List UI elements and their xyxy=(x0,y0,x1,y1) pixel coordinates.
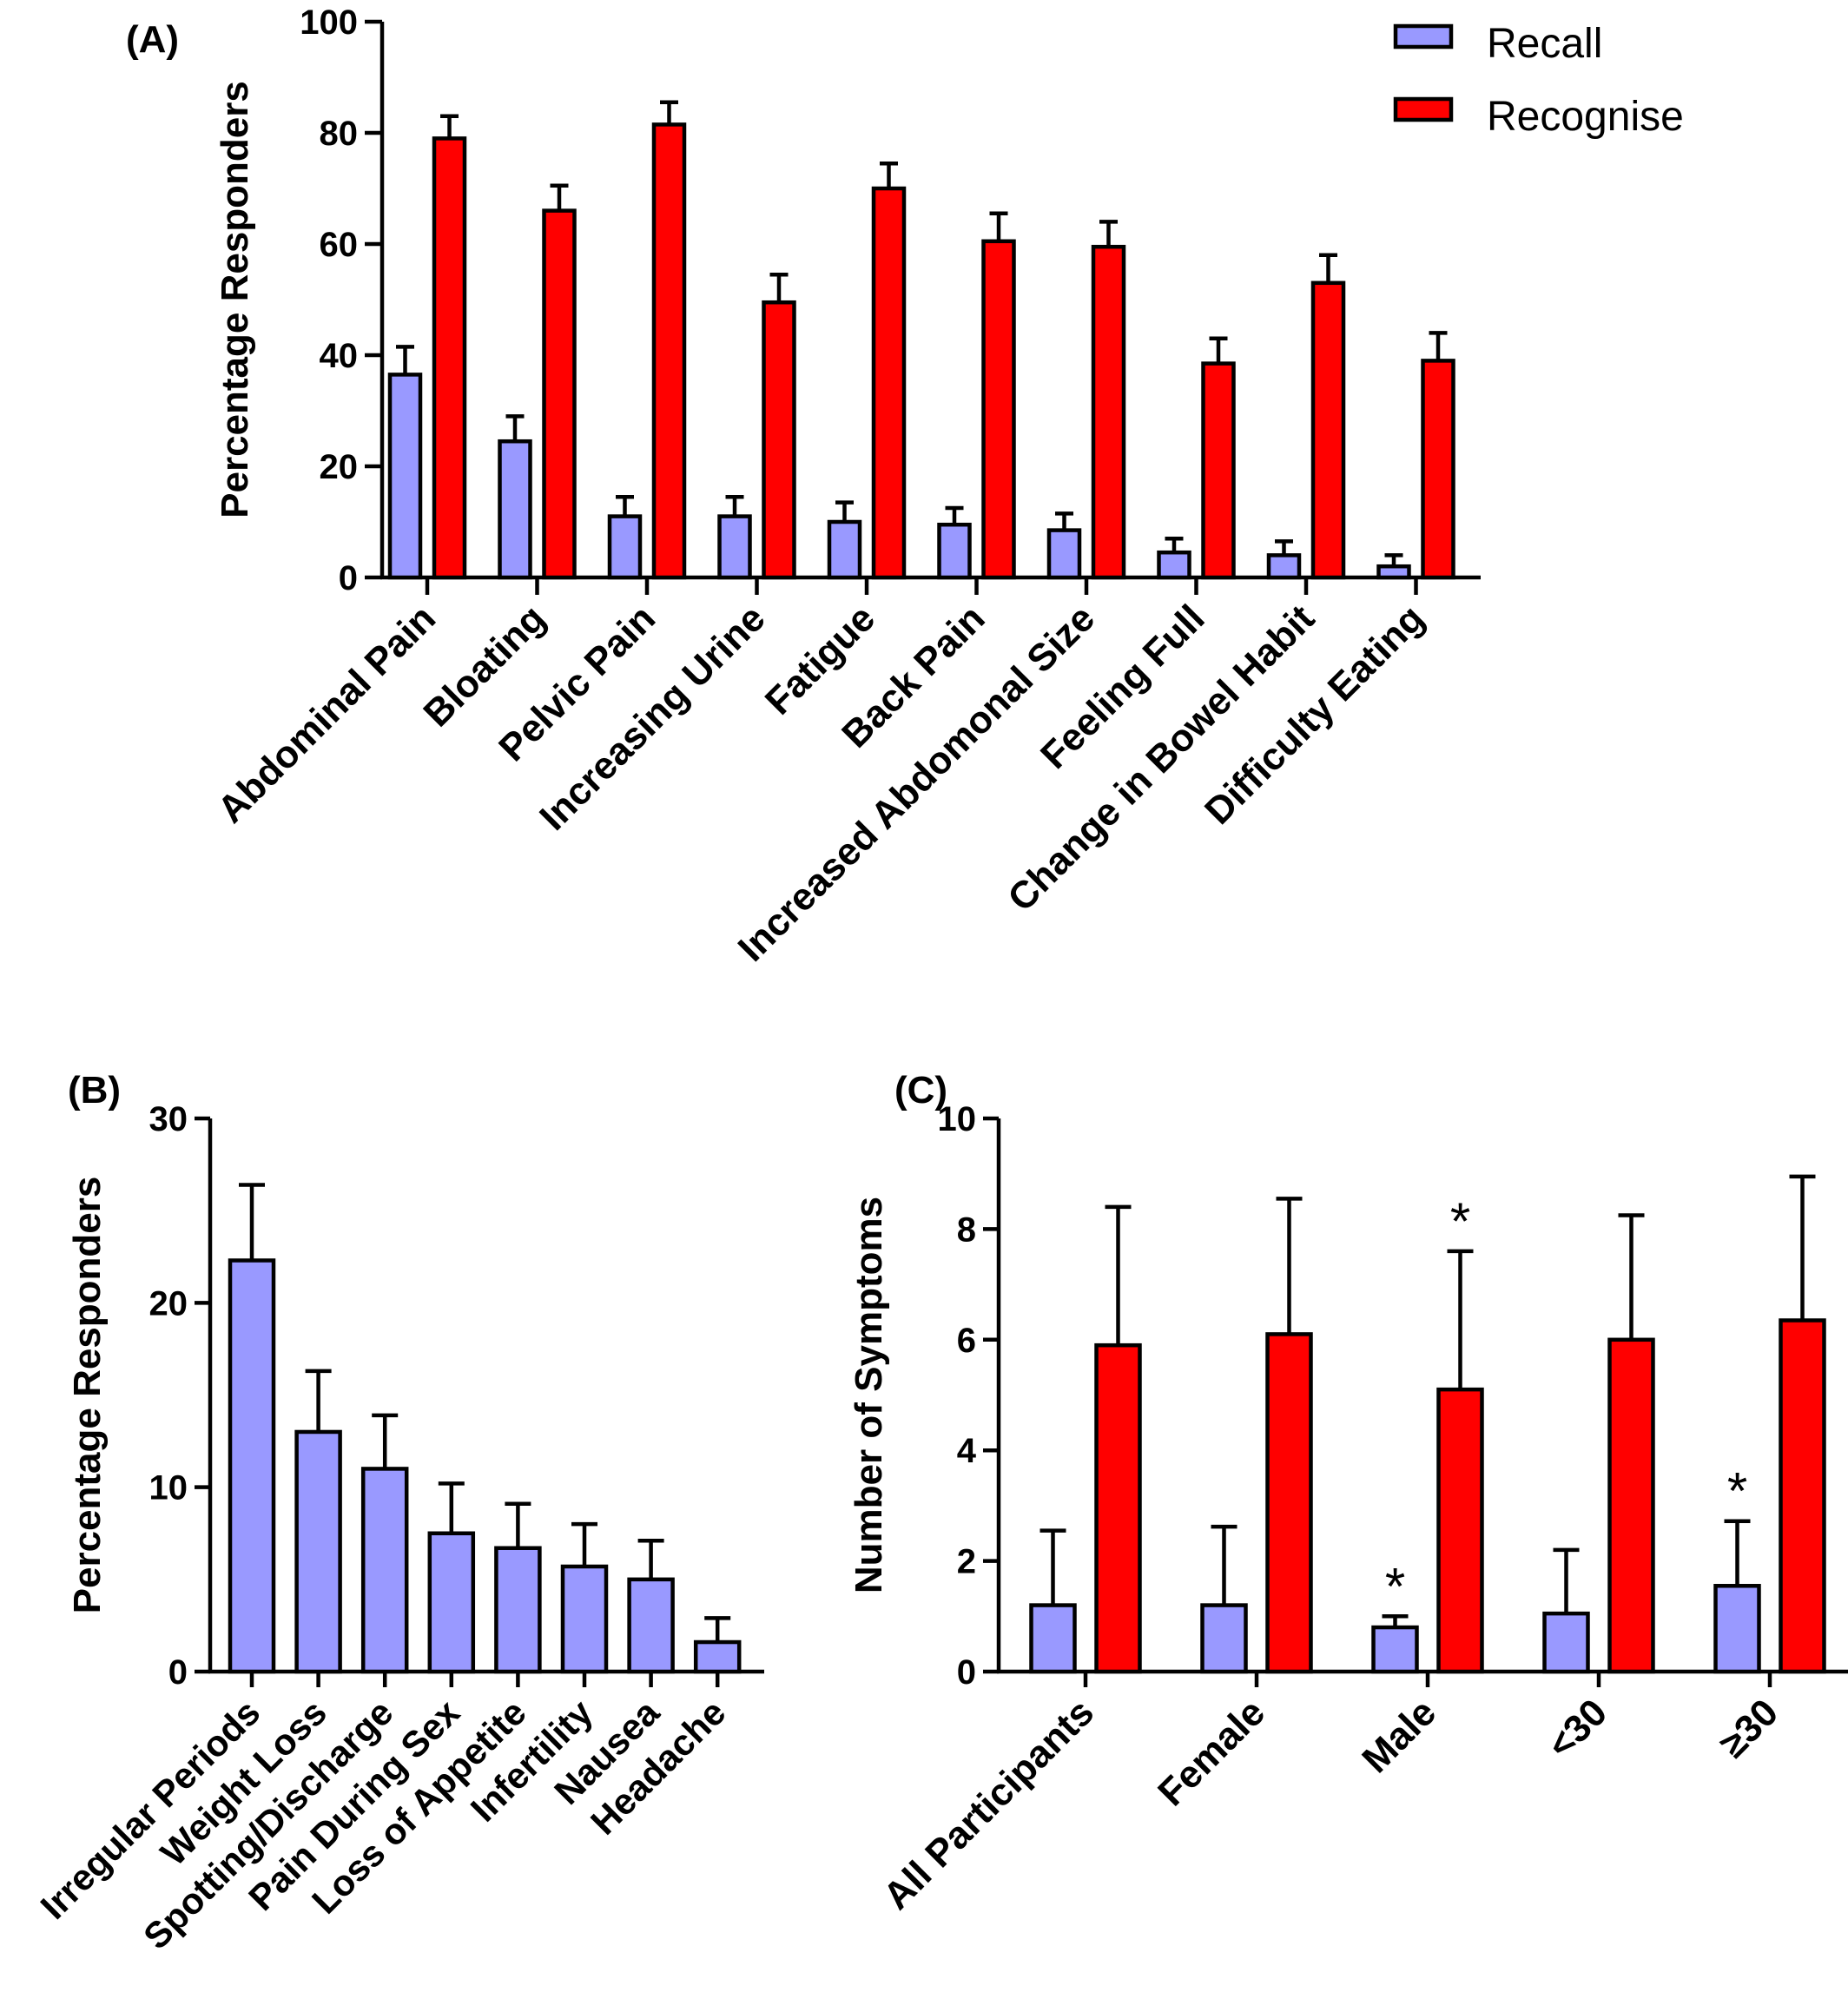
bar-recall-irregular-periods xyxy=(228,1258,276,1674)
bar-recognise-increasing-urine xyxy=(762,300,796,580)
panel-a-chart: (A) 0 20 40 60 80 100 Percentage Responders Abdo… xyxy=(126,3,1481,970)
bar-recall-abdominal-pain xyxy=(387,373,423,580)
bar-recognise-feeling-full xyxy=(1201,361,1236,580)
bar-recognise-increased-abdomonal-size xyxy=(1091,244,1126,580)
y-tick-label: 10 xyxy=(938,1100,977,1138)
bar-recall-30 xyxy=(1713,1584,1761,1674)
bar-recognise-abdominal-pain xyxy=(432,136,467,580)
x-category-label: Male xyxy=(1354,1691,1444,1781)
bar-recall-weight-loss xyxy=(294,1429,342,1674)
panel-label: (B) xyxy=(68,1069,121,1112)
x-category-label: Abdominal Pain xyxy=(209,597,444,831)
bar-recognise-male xyxy=(1436,1387,1484,1674)
bar-recall-back-pain xyxy=(937,522,972,580)
y-tick-label: 6 xyxy=(957,1322,976,1360)
bar-recognise-bloating xyxy=(542,208,577,580)
bar-recall-loss-of-appetite xyxy=(494,1546,542,1674)
significance-marker: * xyxy=(1385,1557,1405,1615)
y-tick-label: 30 xyxy=(149,1100,188,1138)
bar-recall-change-in-bowel-habit xyxy=(1266,553,1302,580)
bar-recall-feeling-full xyxy=(1157,550,1191,580)
legend-label-recall: Recall xyxy=(1487,21,1602,67)
panel-label: (A) xyxy=(126,18,179,61)
legend: Recall Recognise xyxy=(1393,21,1684,140)
x-category-label: ≥30 xyxy=(1712,1691,1786,1765)
panel-c-chart: (C) 0 2 4 6 8 10 Number of Symptoms All Particip… xyxy=(848,1069,1848,1918)
bar-recall-all-participants xyxy=(1029,1603,1077,1674)
bar-recall-male xyxy=(1371,1625,1419,1674)
y-axis-label: Percentage Responders xyxy=(66,1177,109,1614)
bar-recognise-difficulty-eating xyxy=(1421,359,1455,580)
bar-recall-pain-during-sex xyxy=(427,1531,476,1674)
bar-recognise-all-participants xyxy=(1094,1342,1142,1674)
y-tick-label: 2 xyxy=(957,1543,976,1581)
bar-recall-bloating xyxy=(498,439,532,580)
x-category-label: All Participants xyxy=(875,1691,1102,1917)
y-tick-label: 20 xyxy=(149,1284,188,1323)
bar-recognise-female xyxy=(1265,1332,1313,1674)
y-axis-label: Percentage Responders xyxy=(214,81,256,518)
x-category-label: Female xyxy=(1150,1691,1273,1814)
bar-recognise-pelvic-pain xyxy=(651,122,687,580)
legend-label-recognise: Recognise xyxy=(1487,94,1684,140)
bar-recall-nausea xyxy=(627,1577,675,1674)
bar-recall-female xyxy=(1200,1603,1248,1674)
y-tick-label: 10 xyxy=(149,1469,188,1507)
bar-recognise-30 xyxy=(1607,1337,1655,1674)
significance-marker: * xyxy=(1727,1462,1747,1521)
bar-recall-difficulty-eating xyxy=(1376,564,1411,580)
bar-recall-30 xyxy=(1542,1611,1590,1674)
bar-recall-fatigue xyxy=(827,519,862,580)
legend-swatch-recognise xyxy=(1393,96,1454,122)
y-tick-label: 0 xyxy=(957,1653,976,1692)
bar-recall-increasing-urine xyxy=(717,514,752,580)
y-tick-label: 4 xyxy=(957,1432,977,1470)
bar-recall-infertility xyxy=(560,1564,609,1674)
x-category-label: <30 xyxy=(1540,1691,1615,1766)
y-tick-label: 60 xyxy=(320,226,359,264)
y-tick-label: 8 xyxy=(957,1210,976,1249)
y-tick-label: 80 xyxy=(320,115,359,153)
y-tick-label: 100 xyxy=(300,3,358,42)
bar-recall-spotting-discharge xyxy=(360,1467,409,1674)
significance-marker: * xyxy=(1450,1192,1470,1250)
bar-recognise-30 xyxy=(1779,1318,1826,1674)
y-axis-label: Number of Symptoms xyxy=(848,1197,890,1593)
y-tick-label: 0 xyxy=(168,1653,188,1692)
y-tick-label: 0 xyxy=(339,559,358,597)
bar-recognise-back-pain xyxy=(981,239,1016,580)
bar-recall-headache xyxy=(693,1639,742,1674)
y-tick-label: 40 xyxy=(320,337,359,375)
panel-label: (C) xyxy=(894,1069,947,1112)
y-tick-label: 20 xyxy=(320,448,359,486)
bar-recall-increased-abdomonal-size xyxy=(1046,528,1082,580)
bar-recognise-change-in-bowel-habit xyxy=(1310,280,1346,580)
bar-recall-pelvic-pain xyxy=(607,514,643,580)
bar-recognise-fatigue xyxy=(871,186,907,580)
legend-swatch-recall xyxy=(1393,23,1454,49)
